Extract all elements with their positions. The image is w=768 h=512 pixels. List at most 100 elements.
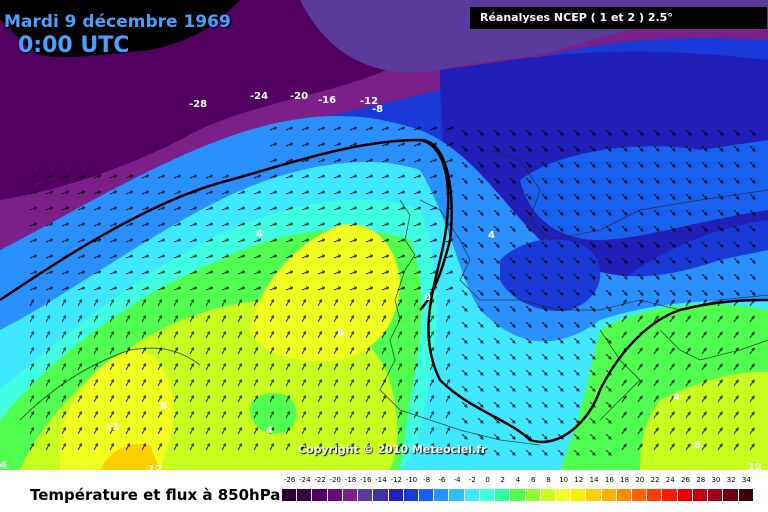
wind-arrow (685, 397, 689, 403)
wind-arrow (749, 429, 753, 435)
wind-arrow (125, 397, 129, 403)
legend-swatch (479, 489, 496, 501)
wind-arrow (461, 129, 466, 134)
wind-arrow (701, 413, 705, 419)
wind-arrow (317, 349, 321, 355)
wind-arrow (637, 129, 642, 134)
wind-arrow (685, 413, 689, 419)
wind-arrow (445, 224, 452, 227)
wind-arrow (349, 301, 353, 307)
legend-swatch (464, 489, 480, 501)
wind-arrow (685, 429, 689, 435)
wind-arrow (141, 413, 145, 419)
wind-arrow (413, 272, 420, 275)
wind-arrow (125, 365, 129, 371)
wind-arrow (621, 257, 626, 262)
wind-arrow (717, 241, 722, 246)
wind-arrow (525, 417, 530, 422)
wind-arrow (749, 445, 753, 451)
wind-arrow (29, 301, 33, 307)
wind-arrow (365, 397, 369, 403)
wind-arrow (237, 224, 244, 227)
wind-arrow (701, 429, 705, 435)
contour-label: -8 (372, 104, 383, 115)
wind-arrow (301, 301, 305, 307)
wind-arrow (477, 289, 482, 294)
wind-arrow (397, 272, 404, 275)
wind-arrow (45, 256, 52, 259)
wind-arrow (173, 413, 177, 419)
wind-arrow (589, 193, 594, 198)
wind-arrow (221, 413, 225, 419)
wind-arrow (525, 449, 530, 454)
wind-arrow (29, 240, 36, 243)
wind-arrow (141, 429, 145, 435)
wind-arrow (461, 193, 466, 198)
wind-arrow (125, 317, 129, 323)
wind-arrow (29, 256, 36, 259)
wind-arrow (221, 317, 225, 323)
wind-arrow (557, 337, 562, 342)
wind-arrow (285, 144, 292, 147)
wind-arrow (365, 301, 369, 307)
wind-arrow (221, 224, 228, 227)
wind-arrow (749, 413, 753, 419)
wind-arrow (333, 333, 337, 339)
wind-arrow (461, 433, 466, 438)
wind-arrow (397, 160, 404, 163)
wind-arrow (733, 429, 737, 435)
wind-arrow (749, 209, 754, 214)
wind-arrow (77, 317, 81, 323)
wind-arrow (605, 369, 610, 374)
wind-arrow (621, 289, 626, 294)
wind-arrow (525, 273, 530, 278)
wind-arrow (461, 209, 466, 214)
wind-arrow (349, 445, 353, 451)
wind-arrow (285, 128, 292, 131)
wind-arrow (269, 288, 276, 291)
wind-arrow (301, 160, 308, 163)
wind-arrow (141, 365, 145, 371)
legend-swatch (738, 489, 754, 501)
wind-arrow (397, 288, 404, 291)
wind-arrow (365, 333, 369, 339)
contour-label: -20 (290, 91, 308, 102)
wind-arrow (669, 429, 673, 435)
wind-arrow (365, 208, 372, 211)
wind-arrow (573, 193, 578, 198)
legend-swatch (555, 489, 572, 501)
wind-arrow (477, 385, 482, 390)
wind-arrow (685, 333, 689, 339)
wind-arrow (125, 256, 132, 259)
contour-line-0 (419, 138, 768, 444)
wind-arrow (93, 288, 100, 291)
wind-arrow (525, 257, 530, 262)
wind-arrow (637, 289, 642, 294)
wind-arrow (621, 241, 626, 246)
wind-arrow (205, 256, 212, 259)
wind-arrow (541, 209, 546, 214)
wind-arrow (93, 176, 100, 179)
wind-arrow (333, 288, 340, 291)
wind-arrow (509, 417, 514, 422)
wind-arrow (397, 208, 404, 211)
wind-arrow (557, 145, 562, 150)
wind-arrow (397, 381, 401, 387)
wind-arrow (333, 192, 340, 195)
wind-arrow (589, 241, 594, 246)
wind-arrow (77, 240, 84, 243)
wind-arrow (381, 365, 385, 371)
wind-arrow (141, 272, 148, 275)
wind-arrow (77, 381, 81, 387)
wind-arrow (429, 301, 433, 307)
wind-arrow (573, 241, 578, 246)
wind-arrow (317, 333, 321, 339)
wind-arrow (669, 445, 673, 451)
wind-arrow (493, 161, 498, 166)
wind-arrow (365, 128, 372, 131)
wind-arrow (237, 192, 244, 195)
wind-arrow (189, 240, 196, 243)
wind-arrow (605, 289, 610, 294)
wind-arrow (685, 177, 690, 182)
wind-arrow (301, 288, 308, 291)
